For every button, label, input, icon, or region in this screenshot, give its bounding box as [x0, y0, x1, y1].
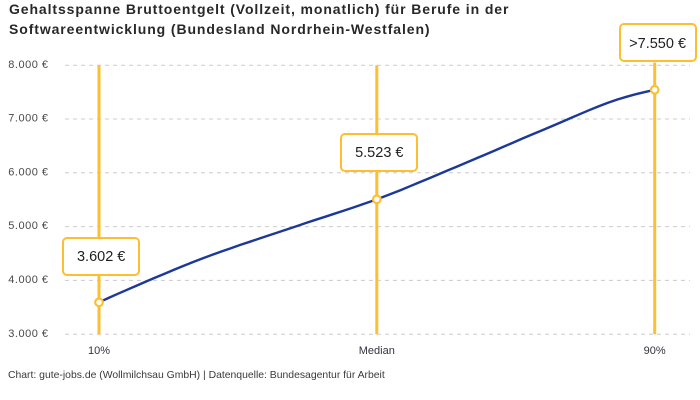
svg-text:7.000 €: 7.000 € — [8, 113, 48, 125]
svg-text:5.000 €: 5.000 € — [8, 220, 48, 232]
svg-text:Median: Median — [359, 345, 395, 357]
svg-text:6.000 €: 6.000 € — [8, 166, 48, 178]
svg-text:90%: 90% — [644, 345, 666, 357]
svg-text:4.000 €: 4.000 € — [8, 274, 48, 286]
svg-text:8.000 €: 8.000 € — [8, 59, 48, 71]
svg-text:3.000 €: 3.000 € — [8, 328, 48, 340]
svg-text:10%: 10% — [88, 345, 110, 357]
